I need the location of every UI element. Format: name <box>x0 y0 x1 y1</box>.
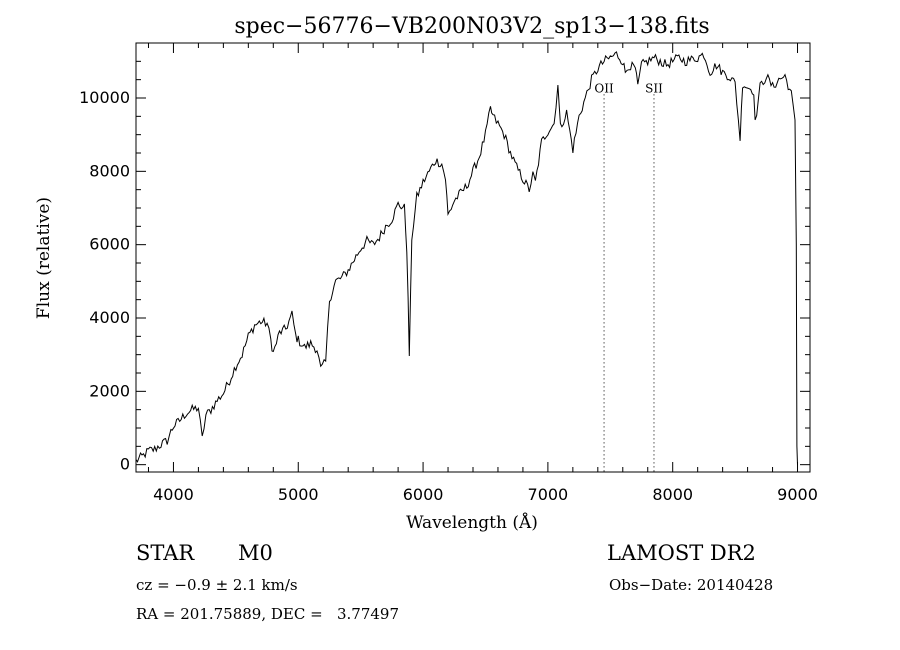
line-id-label: SII <box>645 81 663 95</box>
y-axis-label: Flux (relative) <box>34 197 54 319</box>
y-tick-label: 8000 <box>89 161 130 180</box>
y-tick-label: 4000 <box>89 308 130 327</box>
y-axis-ticks: 0 2000 4000 6000 8000 10000 <box>79 42 810 474</box>
x-tick-label: 5000 <box>278 485 319 504</box>
redshift-text: cz = −0.9 ± 2.1 km/s <box>136 576 298 594</box>
x-tick-label: 7000 <box>528 485 569 504</box>
object-type: STAR <box>136 541 195 565</box>
y-tick-label: 2000 <box>89 381 130 400</box>
x-axis-label: Wavelength (Å) <box>406 512 538 533</box>
spectrum-line <box>135 51 798 465</box>
plot-frame <box>135 42 811 473</box>
survey-name: LAMOST DR2 <box>607 541 756 565</box>
coordinates: RA = 201.75889, DEC = 3.77497 <box>136 605 400 623</box>
subclass: M0 <box>238 541 273 565</box>
line-id-label: OII <box>594 81 614 95</box>
y-tick-label: 10000 <box>79 88 130 107</box>
y-tick-label: 6000 <box>89 235 130 254</box>
x-tick-label: 9000 <box>777 485 818 504</box>
x-axis-ticks: 4000 5000 6000 7000 8000 9000 <box>147 43 818 504</box>
x-tick-label: 8000 <box>652 485 693 504</box>
y-tick-label: 0 <box>120 455 130 474</box>
reference-lines: OII SII <box>594 81 663 472</box>
x-tick-label: 4000 <box>153 485 194 504</box>
obs-date: Obs−Date: 20140428 <box>609 576 774 594</box>
x-tick-label: 6000 <box>403 485 444 504</box>
chart-title: spec−56776−VB200N03V2_sp13−138.fits <box>234 14 709 39</box>
